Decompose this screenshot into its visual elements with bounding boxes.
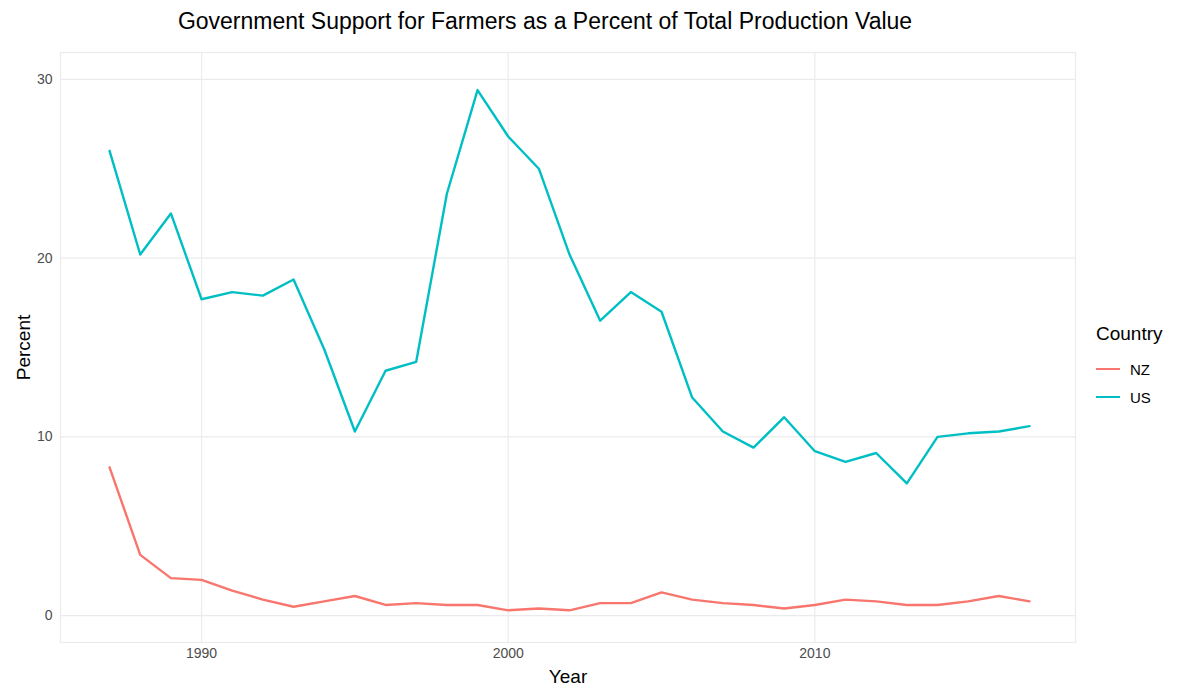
svg-text:20: 20: [37, 250, 53, 266]
html-text:Country: Country: [1096, 323, 1163, 344]
svg-text:1990: 1990: [186, 645, 217, 661]
svg-text:2010: 2010: [799, 645, 830, 661]
svg-text:0: 0: [45, 607, 53, 623]
svg-text:Year: Year: [549, 666, 588, 687]
html-text:Government Support for Farmers: Government Support for Farmers as a Perc…: [177, 8, 913, 34]
svg-text:Percent: Percent: [13, 314, 34, 380]
html-text:US: US: [1130, 388, 1151, 406]
html-text:NZ: NZ: [1130, 360, 1150, 378]
svg-text:2000: 2000: [493, 645, 524, 661]
svg-text:10: 10: [37, 428, 53, 444]
svg-text:30: 30: [37, 71, 53, 87]
